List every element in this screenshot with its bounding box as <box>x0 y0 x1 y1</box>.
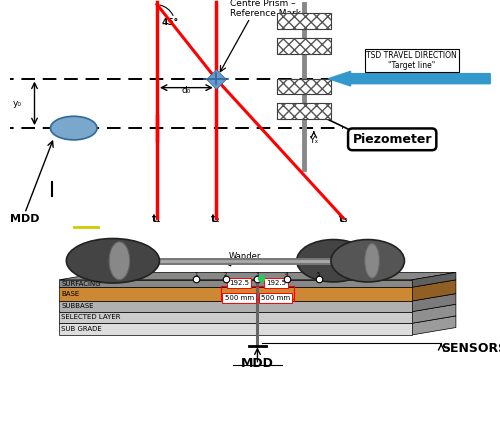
Text: 1: 1 <box>194 272 198 277</box>
Text: 4: 4 <box>285 272 288 277</box>
Polygon shape <box>59 312 412 323</box>
Text: MDD: MDD <box>10 215 40 224</box>
Polygon shape <box>59 280 456 287</box>
Text: Yₓ: Yₓ <box>309 136 318 145</box>
Bar <box>277 14 331 29</box>
Text: SUBBASE: SUBBASE <box>62 303 94 310</box>
Point <box>314 276 322 282</box>
Text: BASE: BASE <box>62 291 80 297</box>
Text: Piezometer: Piezometer <box>352 133 432 146</box>
Polygon shape <box>59 316 456 323</box>
Polygon shape <box>412 280 456 301</box>
Text: d₀: d₀ <box>182 86 191 95</box>
Ellipse shape <box>365 243 380 278</box>
Bar <box>277 103 331 119</box>
Bar <box>277 78 331 95</box>
Polygon shape <box>412 272 456 287</box>
Point <box>283 276 291 282</box>
Text: 192.5: 192.5 <box>266 280 286 286</box>
Text: SENSORS: SENSORS <box>441 342 500 355</box>
Text: Wander: Wander <box>229 251 262 261</box>
Polygon shape <box>59 293 456 301</box>
Text: 2: 2 <box>224 272 228 277</box>
Text: 5: 5 <box>317 272 320 277</box>
Bar <box>277 14 331 29</box>
Text: MDD: MDD <box>241 357 274 370</box>
Bar <box>277 78 331 95</box>
Text: t₁: t₁ <box>152 215 162 224</box>
Text: SURFACING: SURFACING <box>62 281 101 287</box>
Point <box>222 276 230 282</box>
Polygon shape <box>59 272 456 280</box>
Text: Centre Prism –
Reference Mark: Centre Prism – Reference Mark <box>230 0 302 18</box>
Ellipse shape <box>109 242 130 280</box>
Text: TSD TRAVEL DIRECTION
"Target line": TSD TRAVEL DIRECTION "Target line" <box>366 51 457 70</box>
Point <box>254 276 262 282</box>
Polygon shape <box>412 304 456 323</box>
FancyArrow shape <box>328 71 490 86</box>
Bar <box>277 103 331 119</box>
Point <box>212 75 220 82</box>
Polygon shape <box>412 316 456 335</box>
Point <box>192 276 200 282</box>
Text: y₀: y₀ <box>12 99 22 108</box>
Polygon shape <box>59 280 412 287</box>
Text: SELECTED LAYER: SELECTED LAYER <box>62 315 121 321</box>
Polygon shape <box>59 301 412 312</box>
Ellipse shape <box>296 240 370 282</box>
Text: SUB GRADE: SUB GRADE <box>62 326 102 332</box>
Point <box>257 275 265 282</box>
Polygon shape <box>59 323 412 335</box>
Text: 192.5: 192.5 <box>229 280 249 286</box>
Text: t₂: t₂ <box>211 215 220 224</box>
Polygon shape <box>59 304 456 312</box>
Text: 500 mm: 500 mm <box>262 296 290 301</box>
Text: 3: 3 <box>256 272 259 277</box>
Text: 500 mm: 500 mm <box>224 296 254 301</box>
Polygon shape <box>59 287 412 301</box>
Text: Wander: Wander <box>342 251 374 261</box>
Bar <box>277 38 331 54</box>
Ellipse shape <box>66 238 160 283</box>
Text: 45°: 45° <box>162 18 179 27</box>
Bar <box>277 38 331 54</box>
Text: t₃: t₃ <box>338 215 348 224</box>
Ellipse shape <box>50 116 97 140</box>
Ellipse shape <box>331 240 404 282</box>
Polygon shape <box>412 293 456 312</box>
